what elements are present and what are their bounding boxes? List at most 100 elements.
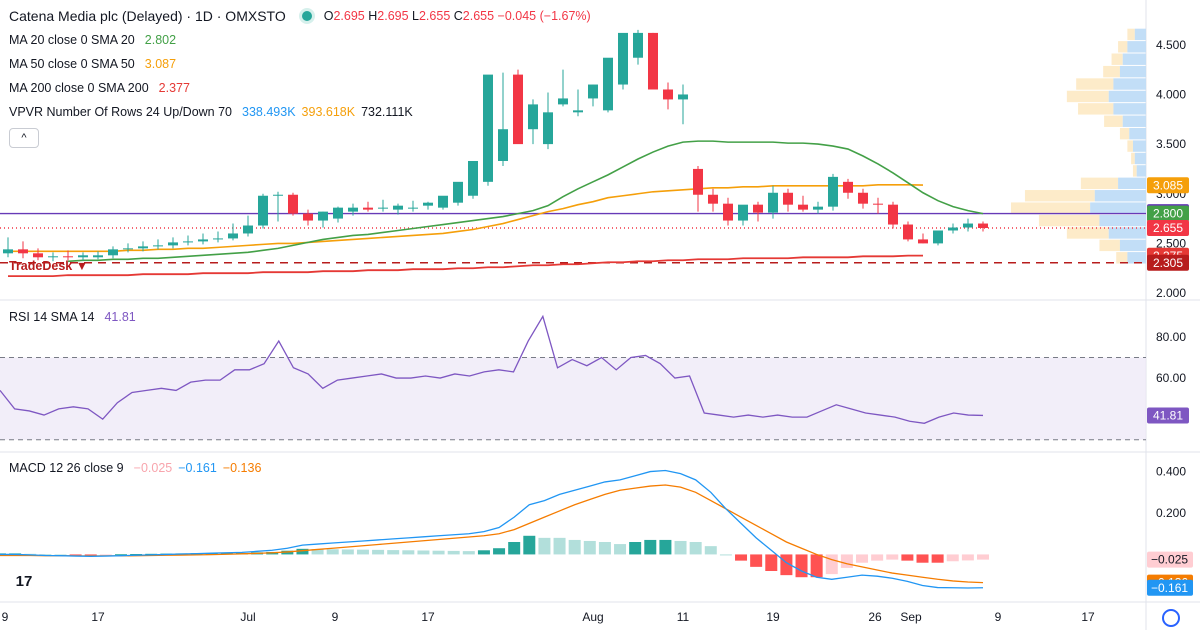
- macd-histogram-bar: [765, 554, 778, 571]
- time-axis-tick: 19: [766, 610, 780, 624]
- legend-ma50[interactable]: MA 50 close 0 SMA 50 3.087: [9, 57, 176, 71]
- tradedesk-annotation[interactable]: TradeDesk ▼: [9, 259, 89, 273]
- candle-body: [183, 241, 193, 243]
- macd-histogram-bar: [946, 554, 959, 562]
- macd-histogram-bar: [810, 554, 823, 578]
- candle-body: [258, 195, 268, 226]
- vpvr-up-bar: [1119, 65, 1146, 78]
- candle-body: [513, 74, 523, 145]
- candle-body: [483, 74, 493, 182]
- vpvr-down-value: 393.618K: [301, 105, 356, 119]
- ma200-line: [8, 254, 923, 278]
- macd-histogram-bar: [598, 542, 611, 555]
- candle-body: [153, 245, 163, 247]
- candle-body: [918, 239, 928, 244]
- macd-histogram-bar: [402, 550, 415, 555]
- price-axis-tick: 2.000: [1156, 286, 1186, 300]
- eye-icon[interactable]: [301, 11, 312, 21]
- price-axis-label-bg: [1147, 177, 1189, 194]
- time-axis-tick: 17: [1081, 610, 1095, 624]
- vpvr-down-bar: [1132, 165, 1137, 177]
- macd-signal-line: [0, 484, 984, 584]
- legend-vpvr[interactable]: VPVR Number Of Rows 24 Up/Down 70 338.49…: [9, 105, 413, 119]
- macd-histogram-bar: [583, 540, 596, 555]
- macd-signal-value: −0.136: [222, 461, 262, 475]
- candle-body: [648, 32, 658, 90]
- price-axis-label-bg: [1147, 254, 1189, 271]
- candle-body: [78, 255, 88, 258]
- rsi-current-label: 41.81: [1153, 408, 1183, 422]
- time-axis-tick: Jul: [240, 610, 255, 624]
- time-axis-tick: 9: [995, 610, 1002, 624]
- candle-body: [588, 84, 598, 99]
- settings-gear-icon[interactable]: [1162, 609, 1180, 627]
- vpvr-up-bar: [1129, 127, 1146, 140]
- legend-rsi[interactable]: RSI 14 SMA 14 41.81: [9, 310, 136, 324]
- price-axis-label: 3.085: [1153, 178, 1183, 192]
- vpvr-up-bar: [1119, 239, 1146, 252]
- macd-histogram-bar: [735, 554, 748, 561]
- macd-histogram-bar: [825, 554, 838, 575]
- candle-body: [423, 202, 433, 206]
- macd-histogram-bar: [553, 537, 566, 555]
- vpvr-down-bar: [1011, 202, 1091, 214]
- legend-macd[interactable]: MACD 12 26 close 9 −0.025 −0.161 −0.136: [9, 461, 261, 475]
- candle-body: [903, 224, 913, 240]
- macd-histogram-bar: [674, 540, 687, 555]
- macd-histogram-bar: [114, 554, 127, 556]
- rsi-axis-tick: 80.00: [1156, 330, 1186, 344]
- vpvr-down-bar: [1078, 103, 1114, 115]
- legend-ma200[interactable]: MA 200 close 0 SMA 200 2.377: [9, 81, 190, 95]
- macd-histogram-bar: [130, 554, 143, 556]
- rsi-label: RSI 14 SMA 14: [9, 310, 95, 324]
- price-axis-tick: 4.500: [1156, 38, 1186, 52]
- macd-axis-label-bg: [1147, 579, 1193, 596]
- candle-body: [708, 194, 718, 204]
- candle-body: [558, 98, 568, 105]
- macd-histogram-bar: [432, 550, 445, 555]
- macd-label: MACD 12 26 close 9: [9, 461, 124, 475]
- candle-body: [138, 246, 148, 249]
- candle-body: [618, 32, 628, 85]
- vpvr-down-bar: [1066, 90, 1109, 103]
- macd-histogram-bar: [961, 554, 974, 561]
- macd-histogram-bar: [372, 549, 385, 555]
- vpvr-up-bar: [1132, 140, 1146, 152]
- vpvr-up-bar: [1122, 115, 1146, 127]
- macd-histogram-bar: [704, 546, 717, 555]
- vpvr-up-bar: [1090, 202, 1146, 214]
- candle-body: [48, 256, 58, 258]
- chevron-up-icon: ^: [21, 132, 27, 144]
- header-legend: Catena Media plc (Delayed) · 1D · OMXSTO…: [9, 8, 591, 24]
- price-axis-label: 2.800: [1153, 207, 1183, 221]
- candle-body: [843, 181, 853, 193]
- candle-body: [783, 192, 793, 205]
- price-axis-label-bg: [1147, 220, 1189, 237]
- candle-body: [348, 207, 358, 212]
- time-axis-tick: 9: [332, 610, 339, 624]
- ma50-label: MA 50 close 0 SMA 50: [9, 57, 135, 71]
- ma20-value: 2.802: [144, 33, 177, 47]
- macd-hist-value: −0.025: [133, 461, 173, 475]
- legend-ma20[interactable]: MA 20 close 0 SMA 20 2.802: [9, 33, 176, 47]
- macd-histogram-bar: [311, 549, 324, 555]
- candle-body: [63, 256, 73, 258]
- rsi-current-label-bg: [1147, 407, 1189, 424]
- vpvr-down-bar: [1118, 41, 1128, 53]
- vpvr-up-bar: [1094, 190, 1146, 202]
- candle-body: [753, 204, 763, 213]
- macd-histogram-bar: [689, 542, 702, 555]
- macd-histogram-bar: [356, 549, 369, 555]
- macd-histogram-bar: [477, 550, 490, 555]
- symbol-title[interactable]: Catena Media plc (Delayed) · 1D · OMXSTO: [9, 8, 286, 24]
- candle-body: [378, 207, 388, 209]
- collapse-legend-button[interactable]: ^: [9, 128, 39, 148]
- macd-histogram-bar: [901, 554, 914, 561]
- vpvr-label: VPVR Number Of Rows 24 Up/Down 70: [9, 105, 233, 119]
- candle-body: [738, 204, 748, 221]
- macd-histogram-bar: [447, 550, 460, 555]
- candle-body: [108, 249, 118, 256]
- candle-body: [798, 204, 808, 210]
- candle-body: [168, 242, 178, 246]
